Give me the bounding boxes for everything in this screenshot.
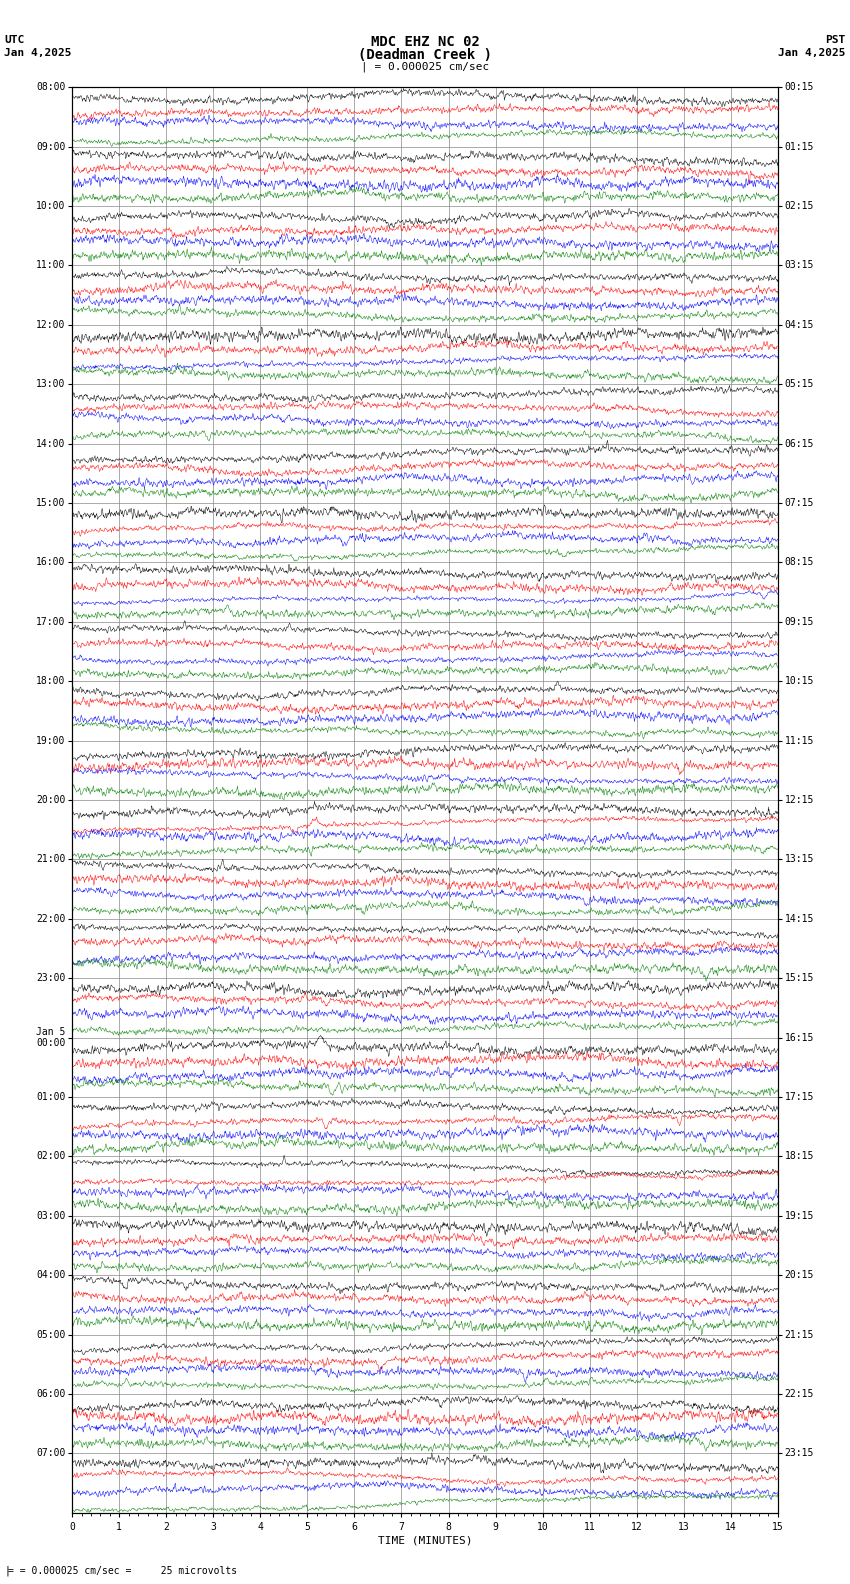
Text: | = 0.000025 cm/sec: | = 0.000025 cm/sec [361, 62, 489, 73]
Text: Jan 4,2025: Jan 4,2025 [4, 48, 71, 57]
Text: = = 0.000025 cm/sec =     25 microvolts: = = 0.000025 cm/sec = 25 microvolts [8, 1567, 238, 1576]
Text: UTC: UTC [4, 35, 25, 44]
Text: |: | [4, 1565, 10, 1576]
Text: Jan 4,2025: Jan 4,2025 [779, 48, 846, 57]
Text: (Deadman Creek ): (Deadman Creek ) [358, 48, 492, 62]
Text: MDC EHZ NC 02: MDC EHZ NC 02 [371, 35, 479, 49]
Text: PST: PST [825, 35, 846, 44]
X-axis label: TIME (MINUTES): TIME (MINUTES) [377, 1536, 473, 1546]
